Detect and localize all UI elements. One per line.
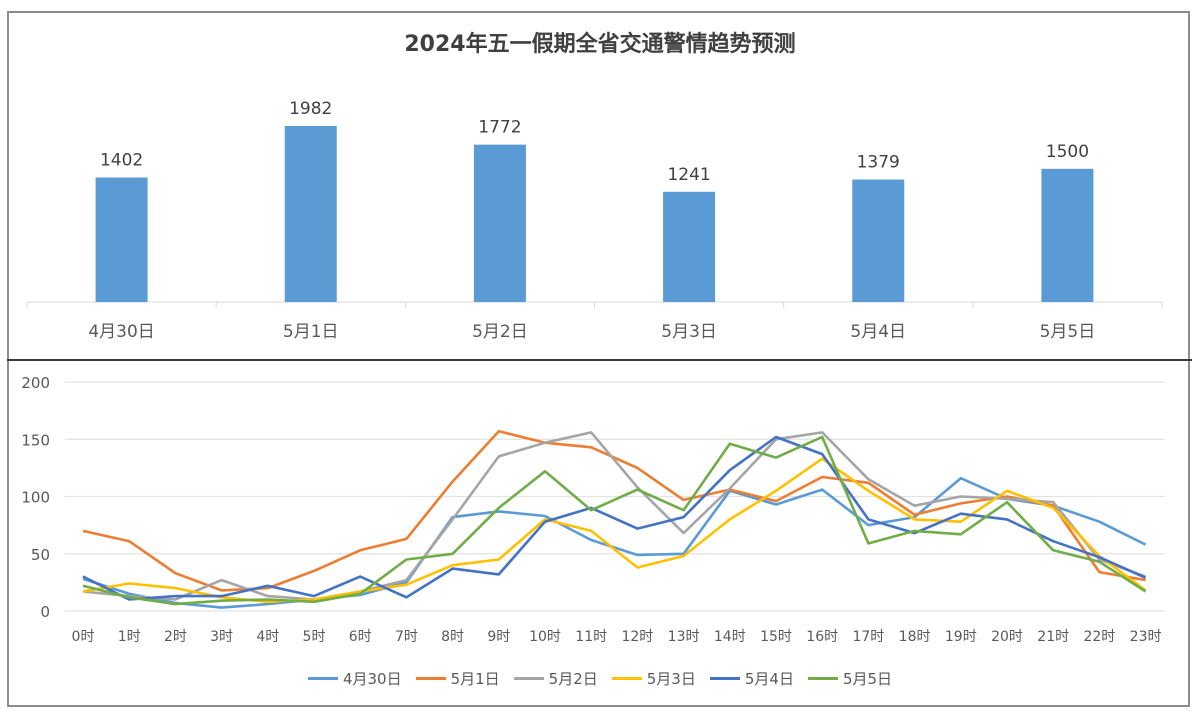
legend-item: 5月3日 [611, 668, 696, 689]
x-tick-label: 19时 [945, 629, 977, 645]
legend-swatch [807, 677, 838, 680]
bar [852, 179, 905, 302]
bar-category-label: 5月3日 [661, 322, 717, 342]
x-tick-label: 9时 [487, 629, 510, 645]
y-tick-label: 150 [21, 431, 50, 449]
bar-data-label: 1402 [100, 151, 143, 171]
y-tick-label: 100 [21, 489, 50, 507]
x-tick-label: 21时 [1037, 629, 1069, 645]
y-tick-label: 0 [40, 603, 50, 621]
legend-item: 5月2日 [513, 668, 598, 689]
legend-label: 5月2日 [548, 670, 598, 688]
legend-label: 5月5日 [842, 670, 893, 688]
bar [473, 144, 526, 302]
legend-item: 4月30日 [307, 668, 402, 689]
legend-swatch [415, 677, 446, 680]
legend-swatch [709, 677, 740, 680]
legend-swatch [611, 677, 642, 680]
legend-label: 4月30日 [342, 670, 402, 688]
bar-category-label: 5月1日 [283, 322, 339, 342]
line-chart-legend: 4月30日 5月1日 5月2日 5月3日 5月4日 5月5日 [0, 668, 1200, 689]
x-tick-label: 8时 [441, 629, 464, 645]
bar [663, 191, 716, 302]
bar-data-label: 1772 [478, 118, 521, 138]
bar-chart-title: 2024年五一假期全省交通警情趋势预测 [404, 32, 796, 57]
bar [1041, 168, 1094, 302]
series-line [82, 429, 1146, 592]
series-line [82, 435, 1147, 606]
x-tick-label: 23时 [1130, 629, 1162, 645]
x-tick-label: 0时 [72, 629, 95, 645]
series-line [82, 476, 1147, 609]
x-tick-label: 14时 [714, 629, 746, 645]
x-tick-label: 13时 [668, 629, 700, 645]
series-line [82, 435, 1147, 601]
x-tick-label: 3时 [210, 629, 233, 645]
series-line [82, 457, 1147, 604]
x-tick-label: 20时 [991, 629, 1023, 645]
legend-item: 5月1日 [415, 668, 500, 689]
x-tick-label: 22时 [1083, 629, 1115, 645]
x-tick-label: 16时 [806, 629, 838, 645]
bar-data-label: 1241 [667, 165, 710, 185]
bar [284, 126, 337, 302]
x-tick-label: 10时 [529, 629, 561, 645]
legend-item: 5月4日 [709, 668, 794, 689]
y-tick-label: 50 [31, 546, 50, 564]
bar-category-label: 4月30日 [88, 322, 154, 342]
x-tick-label: 1时 [118, 629, 141, 645]
legend-swatch [513, 677, 544, 680]
x-tick-label: 7时 [395, 629, 418, 645]
bar-category-label: 5月5日 [1040, 322, 1096, 342]
x-tick-label: 4时 [256, 629, 279, 645]
legend-item: 5月5日 [807, 668, 893, 689]
bar-data-label: 1500 [1046, 142, 1089, 162]
bar-category-label: 5月2日 [472, 322, 528, 342]
x-tick-label: 18时 [899, 629, 931, 645]
bar-data-label: 1379 [857, 153, 900, 173]
x-tick-label: 11时 [575, 629, 607, 645]
series-line [82, 431, 1147, 601]
chart-divider [7, 359, 1192, 361]
x-tick-label: 6时 [349, 629, 372, 645]
legend-label: 5月3日 [646, 670, 696, 688]
x-tick-label: 2时 [164, 629, 187, 645]
legend-swatch [307, 677, 338, 680]
legend-label: 5月1日 [450, 670, 500, 688]
bar-category-label: 5月4日 [850, 322, 906, 342]
bar-chart: 1402 4月30日 1982 5月1日 1772 5月2日 1241 5月3日 1379 5月4… [26, 99, 1163, 342]
y-tick-label: 200 [21, 374, 50, 392]
bar [95, 177, 148, 302]
x-tick-label: 17时 [852, 629, 884, 645]
bar-data-label: 1982 [289, 99, 332, 119]
x-tick-label: 12时 [621, 629, 653, 645]
x-tick-label: 5时 [303, 629, 326, 645]
x-tick-label: 15时 [760, 629, 792, 645]
legend-label: 5月4日 [744, 670, 794, 688]
